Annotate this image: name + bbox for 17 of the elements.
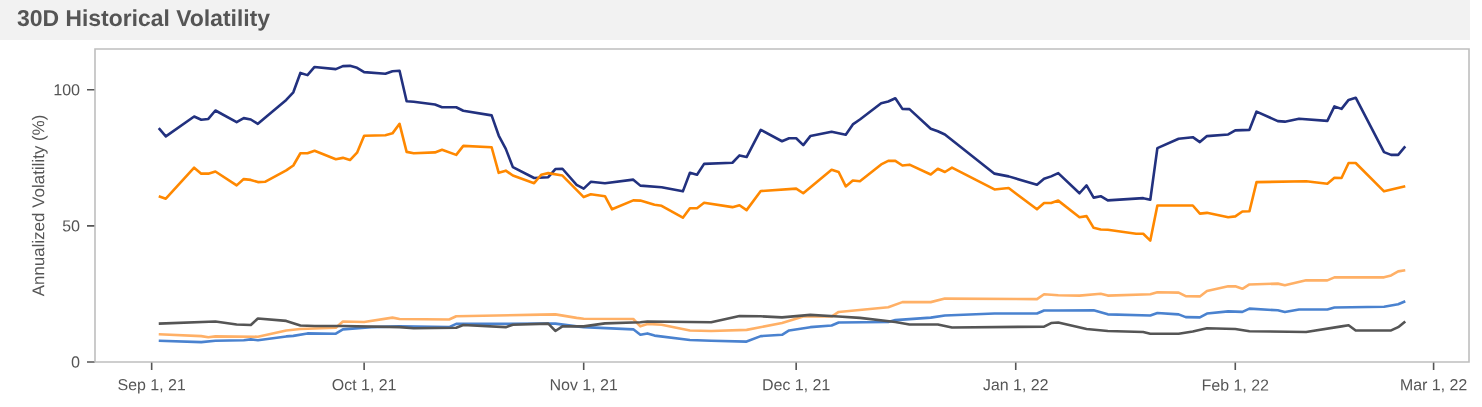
y-tick-label: 0 xyxy=(71,356,80,368)
y-tick-label: 100 xyxy=(54,84,80,96)
line-series xyxy=(157,122,1407,242)
line-series xyxy=(157,268,1407,339)
x-tick-label: Dec 1, 21 xyxy=(763,379,830,393)
x-tick-label: Oct 1, 21 xyxy=(332,379,396,393)
y-axis-title: Annualized Volatility (%) xyxy=(31,115,48,297)
y-tick-label: 50 xyxy=(62,220,80,232)
line-series xyxy=(157,64,1407,202)
x-tick-label: Mar 1, 22 xyxy=(1401,379,1467,393)
x-tick-label: Feb 1, 22 xyxy=(1202,379,1269,393)
line-series xyxy=(157,313,1407,335)
x-tick-label: Sep 1, 21 xyxy=(118,379,185,394)
x-tick-label: Jan 1, 22 xyxy=(983,379,1048,393)
line-series xyxy=(157,300,1407,344)
x-tick-label: Nov 1, 21 xyxy=(550,379,618,393)
chart-title: 30D Historical Volatility xyxy=(17,9,270,31)
